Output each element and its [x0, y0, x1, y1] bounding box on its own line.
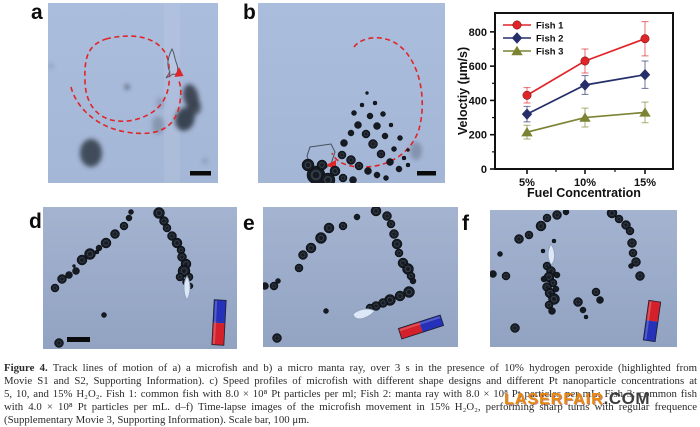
figure-number: Figure 4.	[4, 362, 48, 374]
bubble-trail	[490, 210, 645, 333]
track-line-loop	[70, 35, 182, 135]
magnet-icon	[397, 314, 445, 340]
svg-text:600: 600	[469, 61, 487, 73]
bubble-trail	[301, 91, 411, 183]
watermark-suffix: .COM	[603, 389, 651, 408]
svg-text:15%: 15%	[634, 177, 656, 189]
bubble-trail	[263, 207, 417, 343]
svg-text:Fish 1: Fish 1	[536, 21, 564, 32]
panel-e-label: e	[243, 212, 255, 235]
bubble-trail	[50, 207, 194, 348]
microfish-body	[183, 275, 191, 301]
svg-text:200: 200	[469, 130, 487, 142]
track-arrowhead	[174, 67, 184, 77]
panel-f-label: f	[462, 212, 469, 235]
microfish-body	[547, 243, 556, 266]
debris-blobs	[49, 64, 207, 167]
panel-a-label: a	[31, 1, 43, 24]
panel-b-label: b	[243, 1, 256, 24]
svg-text:Fuel Concentration: Fuel Concentration	[527, 186, 641, 200]
watermark-brand: LASERFAIR	[504, 391, 604, 408]
micrograph-e-timelapse	[263, 207, 458, 347]
caption-line: 5, 10, and 15% H₂O₂. Fish 1: common fish…	[4, 388, 697, 400]
panel-d-label: d	[29, 210, 42, 233]
micrograph-b-manta-track	[258, 3, 445, 183]
scale-bar	[417, 171, 436, 176]
micrograph-a-microfish-track	[48, 3, 218, 183]
svg-text:0: 0	[481, 164, 487, 176]
micrograph-d-timelapse	[43, 207, 237, 349]
svg-text:800: 800	[469, 27, 487, 39]
magnet-icon	[211, 299, 227, 346]
caption-text: Track lines of motion of a) a microfish …	[47, 362, 697, 374]
velocity-chart: 0 200 400 600 800 5% 10% 15%Fuel Concentration V…	[455, 0, 700, 205]
scale-bar	[190, 171, 211, 176]
caption-line: (Supplementary Movie 3, Supporting Infor…	[4, 414, 310, 426]
microfish-body	[352, 308, 376, 320]
magnet-icon	[642, 299, 662, 343]
svg-text:Veloctiy (μm/s): Veloctiy (μm/s)	[456, 47, 470, 135]
svg-text:5%: 5%	[519, 177, 535, 189]
svg-text:10%: 10%	[574, 177, 596, 189]
watermark: LASERFAIR.COM	[504, 390, 650, 408]
svg-text:400: 400	[469, 95, 487, 107]
caption-line: Movie S1 and S2, Supporting Information)…	[4, 375, 697, 387]
micrograph-f-timelapse	[490, 210, 677, 347]
caption-line: Figure 4. Track lines of motion of a) a …	[4, 362, 697, 375]
scale-bar	[67, 337, 90, 342]
svg-text:Fish 2: Fish 2	[536, 34, 563, 45]
debris-blob	[410, 142, 422, 160]
svg-text:Fish 3: Fish 3	[536, 47, 563, 58]
caption-line: with 4.0 × 10⁸ Pt particles per mL. d–f)…	[4, 401, 697, 413]
figure-caption: Figure 4. Track lines of motion of a) a …	[4, 362, 697, 427]
